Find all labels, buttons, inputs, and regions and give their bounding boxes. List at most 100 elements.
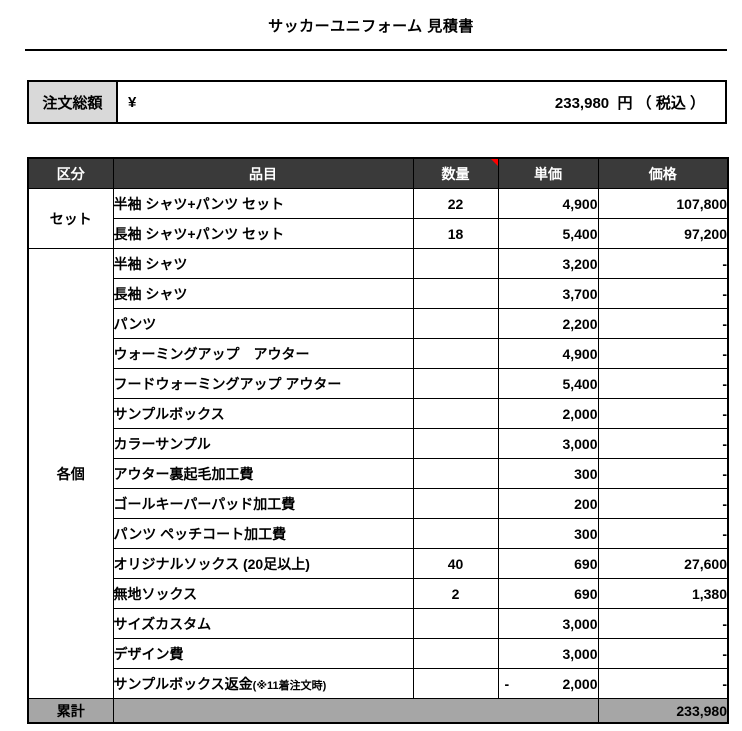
cell-qty xyxy=(412,668,499,699)
cell-item: オリジナルソックス (20足以上) xyxy=(112,548,414,579)
order-total-box: 注文総額 ¥ 233,980 円 （ 税込 ） xyxy=(27,80,727,124)
cell-unit-price: 2,200 xyxy=(497,308,599,339)
order-total-number: 233,980 xyxy=(554,94,610,112)
total-spacer-cell xyxy=(112,698,599,724)
cell-unit-price: 5,400 xyxy=(497,218,599,249)
cell-price: - xyxy=(597,308,729,339)
cell-unit-price: 5,400 xyxy=(497,368,599,399)
cell-price: - xyxy=(597,638,729,669)
order-total-label: 注文総額 xyxy=(27,80,118,124)
order-total-amount: 233,980 円 （ 税込 ） xyxy=(555,92,705,113)
cell-unit-price: 300 xyxy=(497,458,599,489)
item-row: 各個 半袖 シャツ 3,200- xyxy=(27,248,729,699)
cell-qty xyxy=(412,458,499,489)
cell-item: パンツ ペッチコート加工費 xyxy=(112,518,414,549)
item-row: サイズカスタム 3,000- xyxy=(28,608,729,639)
cell-qty: 18 xyxy=(412,218,499,249)
item-row: パンツ 2,200- xyxy=(28,308,729,339)
cell-item: 半袖 シャツ+パンツ セット xyxy=(112,188,414,219)
cell-price: 107,800 xyxy=(597,188,729,219)
order-total-row: 注文総額 ¥ 233,980 円 （ 税込 ） xyxy=(27,80,727,124)
comment-indicator-icon[interactable] xyxy=(490,159,498,166)
item-row: ウォーミングアップ アウター 4,900- xyxy=(28,338,729,369)
cell-price: - xyxy=(597,248,729,279)
document-title: サッカーユニフォーム 見積書 xyxy=(268,18,474,35)
header-item: 品目 xyxy=(112,157,414,189)
cell-qty xyxy=(412,338,499,369)
table-header-row: 区分 品目 数量 単価 価格 xyxy=(27,157,729,189)
item-row: アウター裏起毛加工費 300- xyxy=(28,458,729,489)
header-price: 価格 xyxy=(597,157,729,189)
cell-unit-price: 3,700 xyxy=(497,278,599,309)
cell-item: ウォーミングアップ アウター xyxy=(112,338,414,369)
cell-unit-price: 690 xyxy=(497,578,599,609)
cell-price: 27,600 xyxy=(597,548,729,579)
cell-qty xyxy=(412,428,499,459)
cell-qty xyxy=(412,518,499,549)
unit-price-value: 2,000 xyxy=(562,675,598,692)
item-row: オリジナルソックス (20足以上) 40 690 27,600 xyxy=(28,548,729,579)
cell-item: サンプルボックス xyxy=(112,398,414,429)
item-row: サンプルボックス返金(※11着注文時) -2,000- xyxy=(28,668,729,699)
cell-unit-price: 300 xyxy=(497,518,599,549)
item-row: フードウォーミングアップ アウター 5,400- xyxy=(28,368,729,399)
cell-item: サンプルボックス返金(※11着注文時) xyxy=(112,668,414,699)
title-divider xyxy=(25,49,727,51)
cell-price: - xyxy=(597,338,729,369)
order-total-value-cell: ¥ 233,980 円 （ 税込 ） xyxy=(116,80,727,124)
cell-qty xyxy=(412,308,499,339)
cell-price: - xyxy=(597,428,729,459)
cell-qty xyxy=(412,278,499,309)
cell-item: 半袖 シャツ xyxy=(112,248,414,279)
cell-item: サイズカスタム xyxy=(112,608,414,639)
cell-item: 無地ソックス xyxy=(112,578,414,609)
item-row: デザイン費 3,000- xyxy=(28,638,729,669)
cell-price: - xyxy=(597,278,729,309)
cell-unit-price: 4,900 xyxy=(497,188,599,219)
cell-unit-price: 3,000 xyxy=(497,638,599,669)
item-row: 長袖 シャツ+パンツ セット 18 5,400 97,200 xyxy=(28,218,729,249)
cell-unit-price: 4,900 xyxy=(497,338,599,369)
cell-qty: 22 xyxy=(412,188,499,219)
minus-sign: - xyxy=(504,675,510,692)
cell-qty xyxy=(412,398,499,429)
item-row: セット 半袖 シャツ+パンツ セット 22 4,900 107,800 xyxy=(27,188,729,249)
cell-item: フードウォーミングアップ アウター xyxy=(112,368,414,399)
cell-price: - xyxy=(597,518,729,549)
cell-item: 長袖 シャツ xyxy=(112,278,414,309)
item-row: ゴールキーパーパッド加工費 200- xyxy=(28,488,729,519)
cell-price: - xyxy=(597,488,729,519)
header-category: 区分 xyxy=(27,157,114,189)
cell-qty: 40 xyxy=(412,548,499,579)
item-row: カラーサンプル 3,000- xyxy=(28,428,729,459)
item-note: (※11着注文時) xyxy=(252,679,327,692)
item-row: パンツ ペッチコート加工費 300- xyxy=(28,518,729,549)
cell-item: ゴールキーパーパッド加工費 xyxy=(112,488,414,519)
order-total-suffix: 円 （ 税込 ） xyxy=(617,94,705,112)
cell-unit-price: 200 xyxy=(497,488,599,519)
cell-item: デザイン費 xyxy=(112,638,414,669)
item-row: 無地ソックス 2 690 1,380 xyxy=(28,578,729,609)
cell-qty xyxy=(412,248,499,279)
cell-price: - xyxy=(597,608,729,639)
cell-qty xyxy=(412,368,499,399)
quotation-table: 区分 品目 数量 単価 価格 セット 半袖 シャツ+パンツ セット 22 4,900 1… xyxy=(27,157,729,724)
header-qty-label: 数量 xyxy=(441,165,470,182)
cell-unit-price: 3,000 xyxy=(497,428,599,459)
total-row: 累計 233,980 xyxy=(27,698,729,724)
cell-unit-price: 3,200 xyxy=(497,248,599,279)
cell-price: - xyxy=(597,458,729,489)
cell-item: アウター裏起毛加工費 xyxy=(112,458,414,489)
header-unit-price: 単価 xyxy=(497,157,599,189)
cell-qty xyxy=(412,608,499,639)
cell-price: 1,380 xyxy=(597,578,729,609)
header-qty: 数量 xyxy=(412,157,499,189)
cell-unit-price: 690 xyxy=(497,548,599,579)
group-cell: セット xyxy=(27,188,114,249)
item-row: 長袖 シャツ 3,700- xyxy=(28,278,729,309)
cell-unit-price: 3,000 xyxy=(497,608,599,639)
cell-item: カラーサンプル xyxy=(112,428,414,459)
cell-qty xyxy=(412,488,499,519)
cell-unit-price: 2,000 xyxy=(497,398,599,429)
